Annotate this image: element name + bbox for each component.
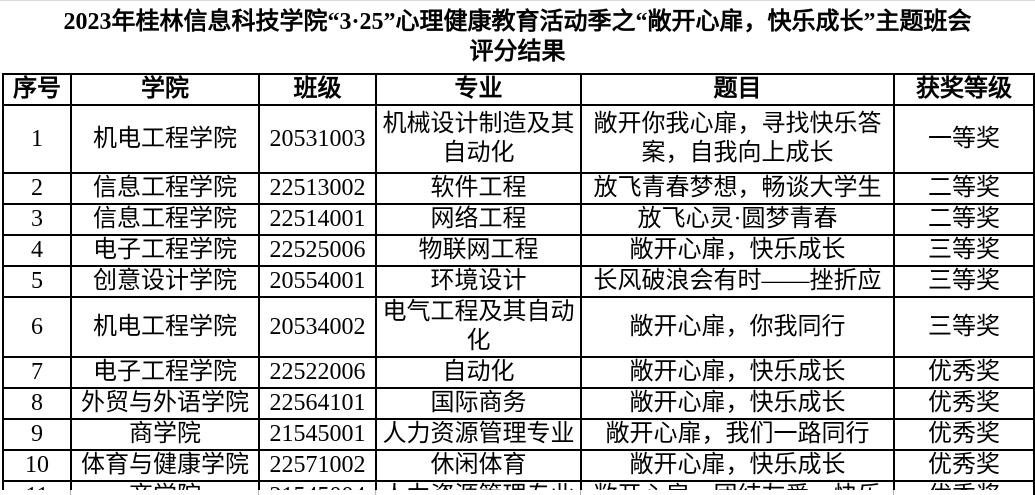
cell-award: 优秀奖 bbox=[893, 387, 1035, 420]
header-major: 专业 bbox=[375, 73, 582, 106]
cell-topic: 长风破浪会有时——挫折应 bbox=[580, 265, 895, 298]
cell-major: 自动化 bbox=[375, 356, 582, 389]
cell-class: 22571002 bbox=[258, 449, 377, 482]
cell-award: 三等奖 bbox=[893, 234, 1035, 267]
table-row: 10 体育与健康学院 22571002 休闲体育 敞开心扉，快乐成长 优秀奖 bbox=[2, 449, 1035, 482]
cell-class: 22513002 bbox=[258, 172, 377, 205]
cell-award: 一等奖 bbox=[893, 104, 1035, 174]
cell-major: 休闲体育 bbox=[375, 449, 582, 482]
faint-gridline bbox=[70, 490, 71, 495]
table-row: 2 信息工程学院 22513002 软件工程 放飞青春梦想，畅谈大学生 二等奖 bbox=[2, 172, 1035, 205]
cell-no: 10 bbox=[2, 449, 72, 482]
cell-no: 2 bbox=[2, 172, 72, 205]
cell-topic: 放飞青春梦想，畅谈大学生 bbox=[580, 172, 895, 205]
cell-no: 5 bbox=[2, 265, 72, 298]
cell-no: 9 bbox=[2, 418, 72, 451]
faint-gridline bbox=[258, 490, 259, 495]
cell-college: 机电工程学院 bbox=[70, 104, 260, 174]
cell-college: 商学院 bbox=[70, 418, 260, 451]
cell-award: 优秀奖 bbox=[893, 418, 1035, 451]
cell-topic: 敞开你我心扉，寻找快乐答案，自我向上成长 bbox=[580, 104, 895, 174]
header-class: 班级 bbox=[258, 73, 377, 106]
cell-no: 3 bbox=[2, 203, 72, 236]
cell-college: 外贸与外语学院 bbox=[70, 387, 260, 420]
table-row: 1 机电工程学院 20531003 机械设计制造及其自动化 敞开你我心扉，寻找快… bbox=[2, 104, 1035, 174]
results-table: 序号 学院 班级 专业 题目 获奖等级 1 机电工程学院 20531003 机械… bbox=[2, 73, 1035, 495]
page-title: 2023年桂林信息科技学院“3·25”心理健康教育活动季之“敞开心扉，快乐成长”… bbox=[0, 0, 1035, 73]
header-topic: 题目 bbox=[580, 73, 895, 106]
cell-college: 体育与健康学院 bbox=[70, 449, 260, 482]
cell-class: 20554001 bbox=[258, 265, 377, 298]
cell-class: 22522006 bbox=[258, 356, 377, 389]
cell-major: 物联网工程 bbox=[375, 234, 582, 267]
table-row: 8 外贸与外语学院 22564101 国际商务 敞开心扉，快乐成长 优秀奖 bbox=[2, 387, 1035, 420]
header-row: 序号 学院 班级 专业 题目 获奖等级 bbox=[2, 73, 1035, 106]
table-row: 4 电子工程学院 22525006 物联网工程 敞开心扉，快乐成长 三等奖 bbox=[2, 234, 1035, 267]
cell-award: 二等奖 bbox=[893, 203, 1035, 236]
cell-college: 电子工程学院 bbox=[70, 356, 260, 389]
table-row: 9 商学院 21545001 人力资源管理专业 敞开心扉，我们一路同行 优秀奖 bbox=[2, 418, 1035, 451]
cell-class: 20531003 bbox=[258, 104, 377, 174]
cell-award: 三等奖 bbox=[893, 296, 1035, 358]
cell-topic: 敞开心扉，快乐成长 bbox=[580, 234, 895, 267]
cell-class: 20534002 bbox=[258, 296, 377, 358]
faint-gridline bbox=[580, 490, 581, 495]
table-row: 7 电子工程学院 22522006 自动化 敞开心扉，快乐成长 优秀奖 bbox=[2, 356, 1035, 389]
cell-no: 8 bbox=[2, 387, 72, 420]
cell-topic: 敞开心扉，你我同行 bbox=[580, 296, 895, 358]
cell-award: 优秀奖 bbox=[893, 449, 1035, 482]
cell-major: 环境设计 bbox=[375, 265, 582, 298]
cell-no: 1 bbox=[2, 104, 72, 174]
table-row: 5 创意设计学院 20554001 环境设计 长风破浪会有时——挫折应 三等奖 bbox=[2, 265, 1035, 298]
cell-no: 6 bbox=[2, 296, 72, 358]
cell-topic: 敞开心扉，我们一路同行 bbox=[580, 418, 895, 451]
header-no: 序号 bbox=[2, 73, 72, 106]
cell-college: 信息工程学院 bbox=[70, 172, 260, 205]
cell-class: 21545001 bbox=[258, 418, 377, 451]
cell-college: 信息工程学院 bbox=[70, 203, 260, 236]
page-title-line-2: 评分结果 bbox=[469, 39, 566, 65]
cell-no: 7 bbox=[2, 356, 72, 389]
cell-major: 机械设计制造及其自动化 bbox=[375, 104, 582, 174]
cell-class: 22514001 bbox=[258, 203, 377, 236]
cell-topic: 敞开心扉，快乐成长 bbox=[580, 387, 895, 420]
cell-no: 4 bbox=[2, 234, 72, 267]
header-college: 学院 bbox=[70, 73, 260, 106]
cell-award: 二等奖 bbox=[893, 172, 1035, 205]
table-row: 3 信息工程学院 22514001 网络工程 放飞心灵·圆梦青春 二等奖 bbox=[2, 203, 1035, 236]
cell-college: 电子工程学院 bbox=[70, 234, 260, 267]
page-title-line-1: 2023年桂林信息科技学院“3·25”心理健康教育活动季之“敞开心扉，快乐成长”… bbox=[63, 9, 972, 35]
cell-topic: 敞开心扉，快乐成长 bbox=[580, 356, 895, 389]
cell-topic: 放飞心灵·圆梦青春 bbox=[580, 203, 895, 236]
cell-class: 22564101 bbox=[258, 387, 377, 420]
top-cut-gridline bbox=[0, 0, 1035, 1]
cell-college: 创意设计学院 bbox=[70, 265, 260, 298]
cell-major: 人力资源管理专业 bbox=[375, 418, 582, 451]
table-row: 6 机电工程学院 20534002 电气工程及其自动化 敞开心扉，你我同行 三等… bbox=[2, 296, 1035, 358]
cell-award: 三等奖 bbox=[893, 265, 1035, 298]
cell-class: 22525006 bbox=[258, 234, 377, 267]
cell-topic: 敞开心扉，快乐成长 bbox=[580, 449, 895, 482]
cell-college: 机电工程学院 bbox=[70, 296, 260, 358]
header-award: 获奖等级 bbox=[893, 73, 1035, 106]
cell-major: 网络工程 bbox=[375, 203, 582, 236]
faint-gridline bbox=[375, 490, 376, 495]
cell-award: 优秀奖 bbox=[893, 356, 1035, 389]
faint-gridline bbox=[893, 490, 894, 495]
cutoff-next-row bbox=[2, 490, 1033, 495]
cell-major: 国际商务 bbox=[375, 387, 582, 420]
cell-major: 软件工程 bbox=[375, 172, 582, 205]
cell-major: 电气工程及其自动化 bbox=[375, 296, 582, 358]
